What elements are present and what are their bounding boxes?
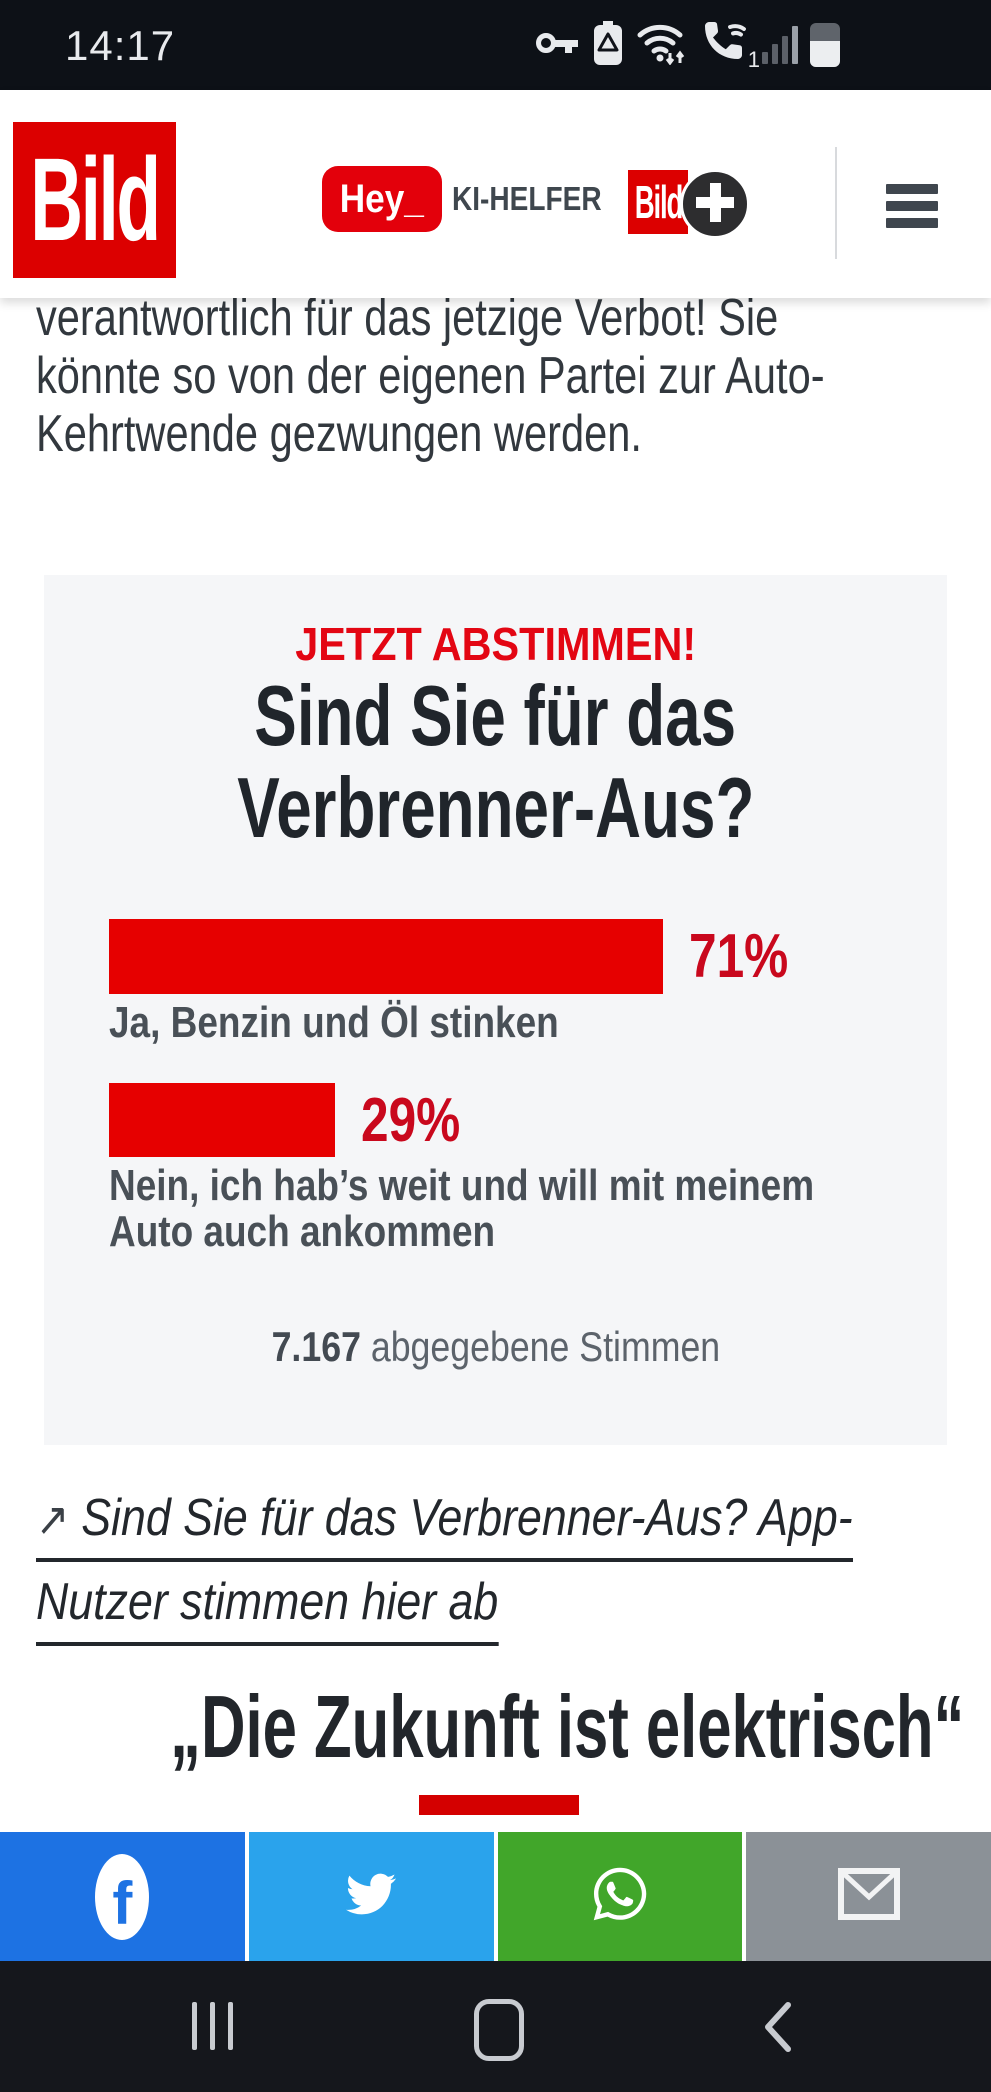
poll-question: Sind Sie für das Verbrenner-Aus? (236, 669, 755, 856)
heading-rule (419, 1795, 579, 1815)
poll-bar-no (109, 1083, 335, 1157)
arrow-up-right-icon: ↗ (36, 1493, 70, 1545)
wifi-icon (636, 21, 688, 70)
back-button[interactable] (758, 1999, 794, 2060)
article-paragraph-line: könnte so von der eigenen Partei zur Aut… (36, 347, 825, 405)
hamburger-menu-icon[interactable] (886, 184, 938, 235)
whatsapp-icon (590, 1864, 650, 1929)
share-bar: f (0, 1832, 991, 1961)
article-paragraph-line: Kehrtwende gezwungen werden. (36, 405, 642, 463)
poll-result-bar-row: 71% (109, 919, 813, 994)
status-icons: 1 (536, 0, 840, 90)
battery-icon (810, 23, 840, 67)
app-vote-link-line2[interactable]: Nutzer stimmen hier ab (36, 1572, 574, 1646)
share-email-button[interactable] (746, 1832, 991, 1961)
poll-option-label-yes: Ja, Benzin und Öl stinken (109, 998, 559, 1047)
poll-option-label-no: Nein, ich hab’s weit und will mit meinem… (109, 1161, 815, 1256)
twitter-icon (341, 1869, 401, 1924)
app-vote-link[interactable]: ↗ Sind Sie für das Verbrenner-Aus? App- (36, 1488, 986, 1562)
status-bar: 14:17 1 (0, 0, 991, 90)
share-facebook-button[interactable]: f (0, 1832, 245, 1961)
android-nav-bar (0, 1961, 991, 2092)
hey-ki-helfer-button[interactable]: Hey_ (322, 166, 442, 232)
status-time: 14:17 (65, 22, 176, 69)
poll-bar-yes (109, 919, 663, 994)
bild-logo[interactable]: Bild (13, 122, 176, 278)
poll-percent-no: 29% (361, 1085, 461, 1155)
facebook-icon: f (95, 1853, 150, 1940)
wifi-calling-icon: 1 (700, 20, 760, 72)
next-section-heading: „Die Zukunft ist elektrisch“ (170, 1677, 965, 1776)
share-twitter-button[interactable] (248, 1832, 494, 1961)
poll-result-bar-row: 29% (109, 1083, 485, 1157)
battery-saver-icon (592, 20, 624, 70)
plus-icon (680, 169, 750, 239)
sim-number: 1 (747, 46, 760, 72)
poll-kicker: JETZT ABSTIMMEN! (295, 618, 696, 670)
recents-button[interactable] (192, 2002, 233, 2050)
article-paragraph-line: verantwortlich für das jetzige Verbot! S… (36, 289, 779, 347)
poll-widget: JETZT ABSTIMMEN! Sind Sie für das Verbre… (44, 575, 947, 1445)
home-button[interactable] (474, 1999, 524, 2061)
share-whatsapp-button[interactable] (497, 1832, 743, 1961)
app-header: Bild Hey_ KI-HELFER Bild (0, 90, 991, 298)
email-icon (837, 1867, 901, 1926)
header-divider (835, 147, 837, 259)
signal-strength-icon (762, 26, 798, 64)
poll-percent-yes: 71% (689, 922, 789, 991)
ki-helfer-label[interactable]: KI-HELFER (452, 180, 602, 217)
poll-votes-count: 7.167 abgegebene Stimmen (271, 1323, 720, 1370)
key-icon (536, 28, 580, 63)
